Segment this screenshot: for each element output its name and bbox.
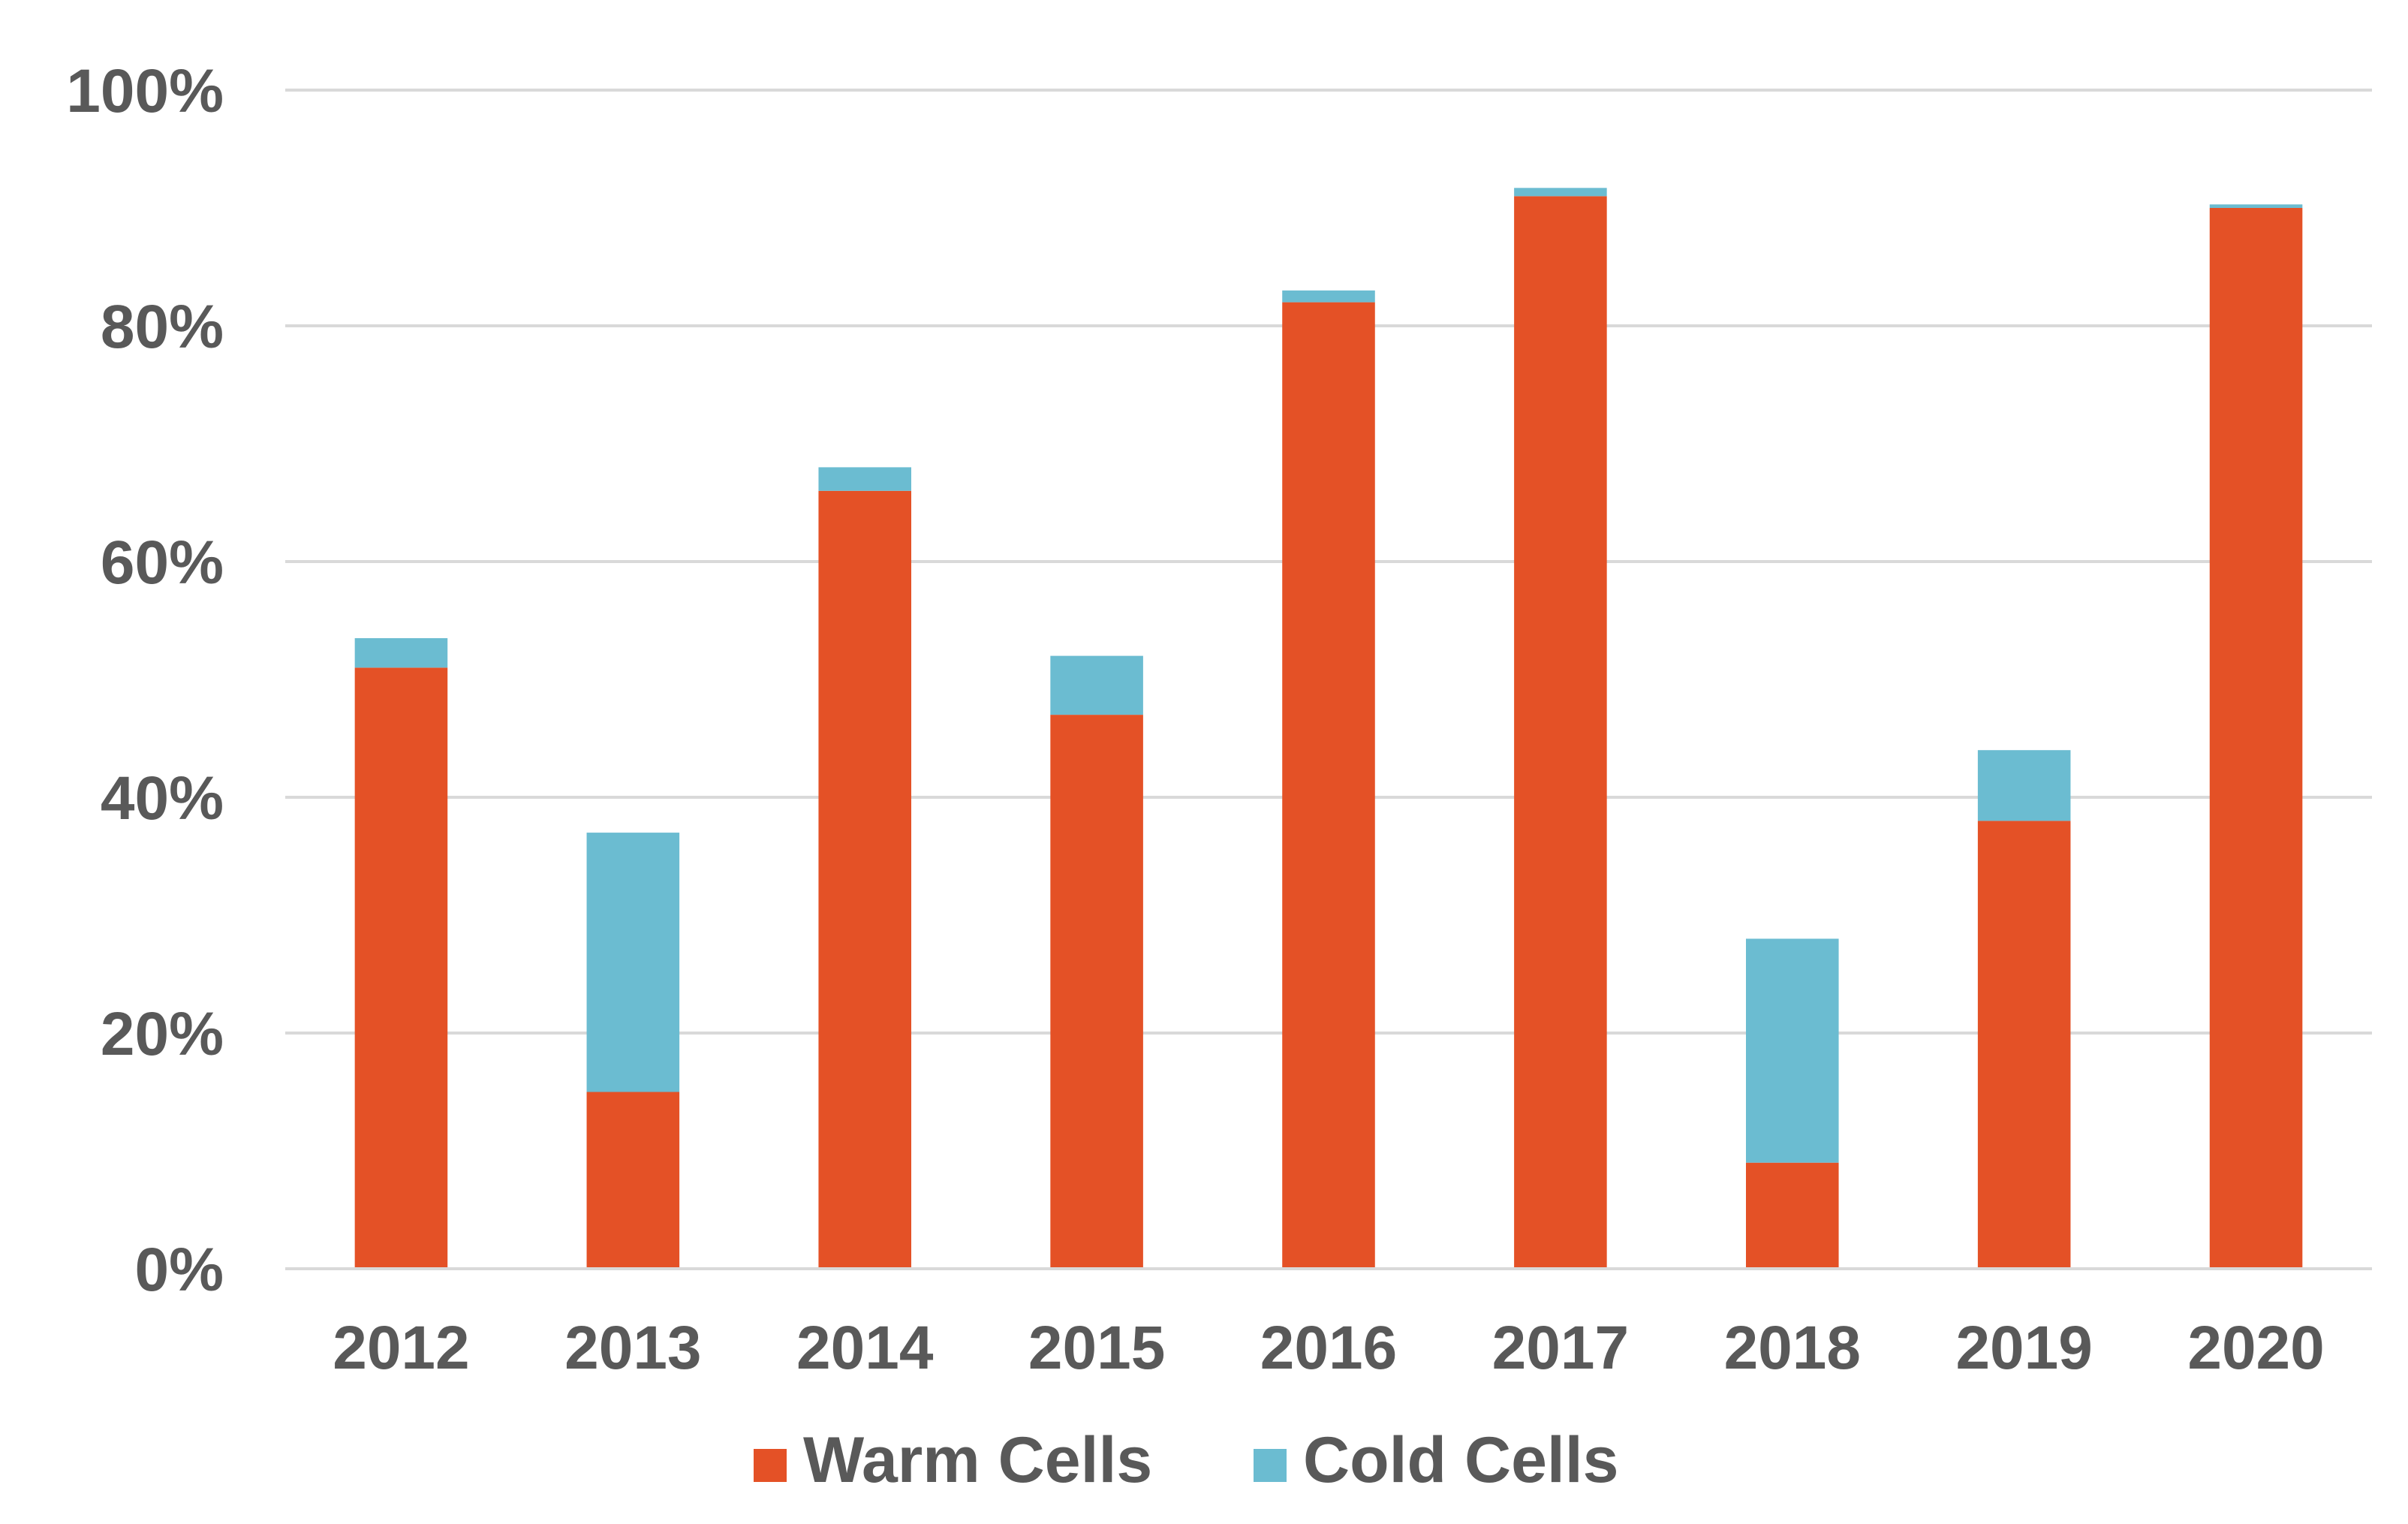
legend: Warm Cells Cold Cells xyxy=(754,1424,1619,1496)
bar-cold-cells-2018 xyxy=(1746,938,1839,1163)
bar-warm-cells-2013 xyxy=(586,1092,680,1269)
bar-warm-cells-2017 xyxy=(1514,196,1607,1269)
bar-cold-cells-2019 xyxy=(1977,750,2071,821)
bar-group-2014 xyxy=(818,467,911,1269)
bar-group-2015 xyxy=(1050,655,1143,1269)
bar-group-2013 xyxy=(586,833,680,1269)
bars xyxy=(354,188,2303,1269)
y-tick-label: 20% xyxy=(101,1000,224,1068)
legend-label: Warm Cells xyxy=(803,1424,1152,1496)
bar-cold-cells-2015 xyxy=(1050,655,1143,715)
legend-item-cold-cells: Cold Cells xyxy=(1254,1424,1619,1496)
bar-warm-cells-2014 xyxy=(818,490,911,1269)
bar-group-2017 xyxy=(1514,188,1607,1269)
axes: 0% 20% 40% 60% 80% 100% 2012 2013 2014 2015 2016 20… xyxy=(66,57,2372,1382)
bar-cold-cells-2016 xyxy=(1282,290,1375,303)
y-tick-label: 0% xyxy=(134,1236,224,1304)
legend-label: Cold Cells xyxy=(1303,1424,1619,1496)
legend-item-warm-cells: Warm Cells xyxy=(754,1424,1152,1496)
bar-group-2020 xyxy=(2209,204,2303,1269)
x-tick-label: 2020 xyxy=(2187,1314,2324,1382)
bar-cold-cells-2012 xyxy=(354,638,448,668)
bar-cold-cells-2017 xyxy=(1514,188,1607,197)
x-tick-label: 2013 xyxy=(564,1314,701,1382)
bar-warm-cells-2018 xyxy=(1746,1162,1839,1269)
x-tick-label: 2018 xyxy=(1724,1314,1861,1382)
y-tick-label: 40% xyxy=(101,764,224,833)
legend-swatch xyxy=(754,1449,787,1482)
x-tick-label: 2012 xyxy=(333,1314,469,1382)
bar-cold-cells-2020 xyxy=(2209,204,2303,208)
bar-warm-cells-2019 xyxy=(1977,821,2071,1269)
x-tick-label: 2016 xyxy=(1260,1314,1397,1382)
bar-group-2016 xyxy=(1282,290,1375,1269)
x-tick-label: 2015 xyxy=(1028,1314,1165,1382)
bar-cold-cells-2014 xyxy=(818,467,911,491)
y-tick-label: 60% xyxy=(101,529,224,597)
legend-swatch xyxy=(1254,1449,1287,1482)
bar-cold-cells-2013 xyxy=(586,833,680,1092)
x-tick-label: 2019 xyxy=(1955,1314,2092,1382)
bar-group-2019 xyxy=(1977,750,2071,1269)
bar-group-2018 xyxy=(1746,938,1839,1269)
bar-warm-cells-2015 xyxy=(1050,715,1143,1269)
bar-group-2012 xyxy=(354,638,448,1269)
bar-warm-cells-2020 xyxy=(2209,208,2303,1269)
y-tick-label: 80% xyxy=(101,293,224,361)
bar-warm-cells-2012 xyxy=(354,667,448,1269)
y-tick-label: 100% xyxy=(66,57,224,125)
x-tick-label: 2014 xyxy=(796,1314,934,1382)
x-tick-label: 2017 xyxy=(1492,1314,1629,1382)
bar-warm-cells-2016 xyxy=(1282,302,1375,1269)
